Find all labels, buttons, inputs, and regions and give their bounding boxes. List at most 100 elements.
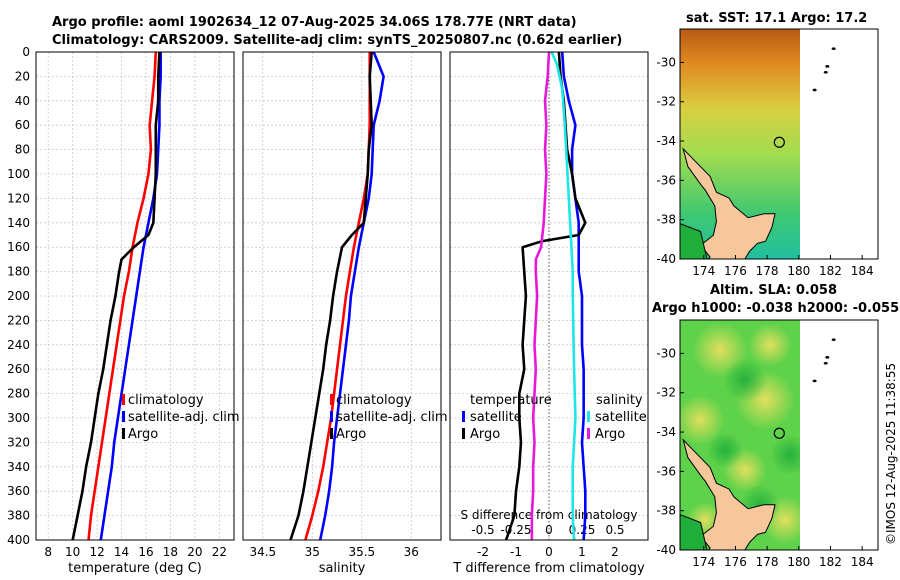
island-marker	[825, 356, 830, 359]
series-line-salinity-satellite	[550, 51, 577, 541]
land-north-island	[682, 438, 776, 550]
map-y-tick-label: -38	[656, 213, 676, 227]
series-line-satellite-adj-clim	[99, 52, 162, 541]
deep-water-contour	[680, 223, 708, 259]
x-tick-label: -2	[477, 545, 489, 559]
legend-swatch	[462, 428, 465, 439]
legend-swatch	[462, 411, 465, 422]
argo-position-marker	[773, 427, 785, 439]
x-axis-label: salinity	[319, 561, 366, 576]
map-x-tick-label: 178	[756, 555, 779, 569]
map-x-tick-label: 182	[819, 555, 842, 569]
map-x-tick-label: 182	[819, 264, 842, 278]
y-tick-label: 100	[7, 167, 30, 181]
map-frame	[679, 319, 879, 551]
map-y-tick-label: -32	[656, 386, 676, 400]
x-tick-label: 18	[163, 545, 178, 559]
legend-label: satellite-adj. clim	[336, 410, 448, 425]
x-tick-label: 36	[404, 545, 419, 559]
s-axis-label: S difference from climatology	[461, 508, 638, 522]
x-tick-label: -1	[510, 545, 522, 559]
y-tick-label: 300	[7, 411, 30, 425]
legend-swatch	[587, 428, 590, 439]
y-tick-label: 140	[7, 216, 30, 230]
map-y-tick-label: -32	[656, 95, 676, 109]
island-marker	[823, 70, 828, 74]
map-y-tick-label: -30	[656, 55, 676, 69]
figure-title-line1: Argo profile: aoml 1902634_12 07-Aug-202…	[52, 15, 577, 30]
map-x-tick-label: 184	[851, 555, 874, 569]
x-tick-label: 1	[578, 545, 586, 559]
y-tick-label: 80	[15, 143, 30, 157]
map-y-tick-label: -40	[656, 543, 676, 557]
island-marker	[831, 47, 836, 50]
legend-label: Argo	[595, 427, 625, 442]
axes-frame	[35, 51, 235, 541]
s-tick-label: 0	[545, 523, 553, 537]
s-tick-label: 0.5	[605, 523, 624, 537]
legend-label: Argo	[470, 427, 500, 442]
map-x-tick-label: 180	[787, 555, 810, 569]
legend-swatch	[122, 411, 125, 422]
s-tick-label: -0.5	[471, 523, 494, 537]
island-marker	[831, 338, 836, 341]
x-axis-label: T difference from climatology	[452, 561, 645, 576]
s-tick-label: -0.25	[500, 523, 531, 537]
island-marker	[812, 88, 817, 92]
y-tick-label: 280	[7, 387, 30, 401]
profile-panel-2: 34.5 35 35.5 36 salinity climatology satellite…	[242, 51, 448, 576]
land-north-island	[682, 147, 776, 259]
map-frame	[679, 28, 879, 260]
sla-map: 174 176 178 180 182 184 -30 -32 -34 -36 -38 -40	[656, 319, 879, 569]
series-line-salinity-argo	[530, 51, 551, 540]
map-x-tick-label: 176	[724, 555, 747, 569]
y-tick-label: 320	[7, 435, 30, 449]
x-tick-label: 22	[212, 545, 227, 559]
deep-water-contour	[680, 514, 708, 550]
y-tick-label: 0	[22, 45, 30, 59]
x-tick-label: 35.5	[348, 545, 375, 559]
y-tick-label: 60	[15, 118, 30, 132]
legend-label: Argo	[128, 427, 158, 442]
x-tick-label: 8	[44, 545, 52, 559]
legend-swatch	[122, 394, 125, 405]
x-tick-label: 10	[65, 545, 80, 559]
axes-frame	[242, 51, 442, 541]
legend-label: satellite	[470, 410, 522, 425]
series-line-climatology	[87, 51, 158, 541]
island-marker	[823, 361, 828, 365]
series-line-argo	[289, 51, 374, 541]
legend-label: satellite-adj. clim	[128, 410, 240, 425]
x-tick-label: 34.5	[249, 545, 276, 559]
y-tick-label: 180	[7, 265, 30, 279]
legend-label: satellite	[595, 410, 647, 425]
map-x-tick-label: 184	[851, 264, 874, 278]
legend-title-salinity: salinity	[596, 393, 643, 408]
sla-map-title-1: Altim. SLA: 0.058	[710, 283, 837, 298]
sst-map: 174 176 178 180 182 184 -30 -32 -34 -36 -38 -40	[656, 28, 879, 278]
legend-swatch	[122, 428, 125, 439]
x-tick-label: 14	[114, 545, 129, 559]
y-tick-label: 400	[7, 533, 30, 547]
s-tick-label: 0.25	[569, 523, 596, 537]
y-tick-label: 260	[7, 362, 30, 376]
map-y-tick-label: -30	[656, 346, 676, 360]
legend-swatch	[330, 394, 333, 405]
y-tick-label: 120	[7, 191, 30, 205]
island-marker	[812, 379, 817, 383]
map-x-tick-label: 176	[724, 264, 747, 278]
legend-label: Argo	[336, 427, 366, 442]
figure-title-line2: Climatology: CARS2009. Satellite-adj cli…	[52, 33, 623, 48]
map-x-tick-label: 174	[692, 555, 715, 569]
map-y-tick-label: -40	[656, 252, 676, 266]
legend-label: climatology	[128, 393, 204, 408]
series-line-climatology	[304, 52, 372, 541]
profile-panel-3: -2 -1 0 1 2 -0.5 -0.25 0 0.25 0.5S difference fro…	[449, 51, 649, 576]
y-tick-label: 360	[7, 484, 30, 498]
sla-map-title-2: Argo h1000: -0.038 h2000: -0.055	[652, 301, 900, 316]
axes-frame	[449, 51, 649, 541]
legend-swatch	[330, 411, 333, 422]
island-marker	[825, 65, 830, 68]
legend-swatch	[330, 428, 333, 439]
